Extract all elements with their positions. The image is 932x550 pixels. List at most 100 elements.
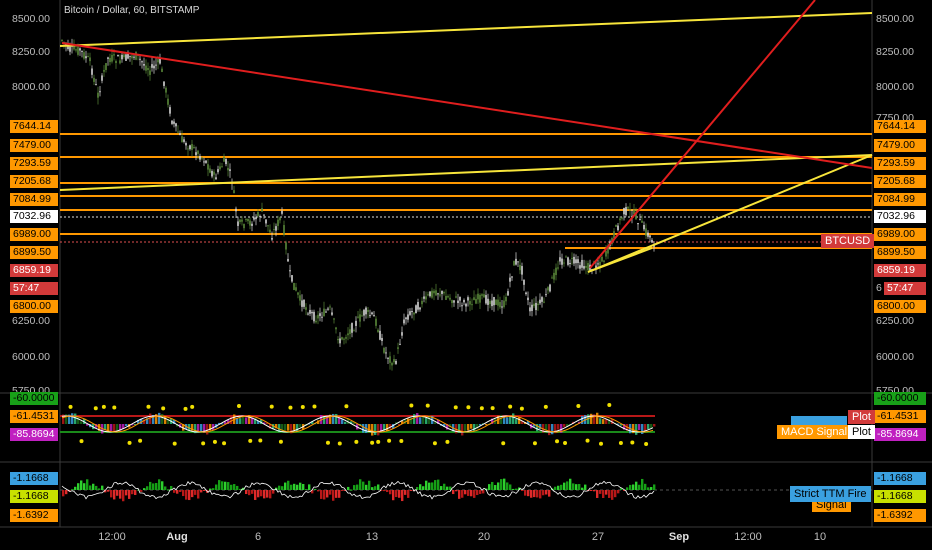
macd-histogram-bar: [422, 416, 425, 424]
macd-histogram-bar: [635, 424, 638, 435]
candle-body: [441, 290, 443, 294]
macd-histogram-bar: [377, 424, 380, 436]
ttm-histogram-bar: [188, 490, 191, 501]
macd-histogram-bar: [200, 424, 203, 432]
candle-body: [79, 48, 81, 51]
squeeze-dot: [222, 441, 227, 446]
candle-body: [245, 219, 247, 221]
candle-body: [393, 358, 395, 363]
candle-body: [561, 258, 563, 265]
macd-histogram-bar: [473, 424, 476, 431]
left-current-price-tag: 6859.19: [10, 264, 58, 277]
macd-histogram-bar: [380, 424, 383, 432]
ttm-histogram-bar: [278, 485, 281, 490]
candle-body: [69, 46, 71, 52]
macd-histogram-bar: [287, 424, 290, 431]
ttm-histogram-bar: [77, 483, 80, 490]
candle-body: [649, 235, 651, 238]
macd-histogram-bar: [158, 412, 161, 424]
candle-body: [311, 311, 313, 314]
ttm-histogram-bar: [260, 490, 263, 497]
ttm-histogram-bar: [488, 484, 491, 490]
ttm-histogram-bar: [605, 490, 608, 495]
candle-body: [451, 300, 453, 304]
candle-body: [337, 339, 339, 341]
candle-body: [105, 63, 107, 70]
macd-histogram-bar: [362, 424, 365, 433]
candle-body: [89, 57, 91, 62]
ttm-histogram-bar: [263, 490, 266, 499]
ttm-histogram-bar: [521, 490, 524, 491]
time-tick: 12:00: [98, 531, 126, 543]
ttm-histogram-bar: [626, 487, 629, 490]
left-price-tick: 8500.00: [12, 13, 50, 25]
candle-body: [155, 64, 157, 66]
ttm-histogram-bar: [470, 490, 473, 497]
macd-histogram-bar: [479, 424, 482, 426]
ttm-histogram-bar: [65, 490, 68, 495]
ttm-histogram-bar: [92, 483, 95, 490]
ttm-momentum-line: [61, 480, 655, 500]
candle-body: [439, 294, 441, 296]
candle-body: [249, 220, 251, 226]
candle-body: [421, 300, 423, 305]
ttm-histogram-bar: [251, 490, 254, 494]
macd-histogram-bar: [218, 422, 221, 424]
ttm-histogram-bar: [527, 490, 530, 497]
candle-body: [255, 217, 257, 220]
macd-histogram-bar: [566, 424, 569, 427]
plot2-legend-label[interactable]: Plot: [848, 425, 875, 439]
ttm-histogram-bar: [578, 484, 581, 490]
candle-body: [519, 264, 521, 271]
candle-body: [145, 65, 147, 71]
ttm-histogram-bar: [152, 483, 155, 490]
macd-histogram-bar: [167, 418, 170, 424]
candle-body: [275, 226, 277, 231]
macd-histogram-bar: [281, 424, 284, 433]
squeeze-dot: [101, 404, 106, 409]
candle-body: [613, 231, 615, 239]
candle-body: [481, 294, 483, 296]
candle-body: [151, 64, 153, 68]
candle-body: [565, 256, 567, 258]
candle-body: [415, 305, 417, 314]
ttm-histogram-bar: [212, 488, 215, 490]
candle-body: [159, 58, 161, 64]
ttm-histogram-bar: [209, 488, 212, 490]
time-tick-month: Sep: [668, 531, 690, 543]
squeeze-dot: [644, 441, 649, 446]
strict-ttm-fire-label[interactable]: Strict TTM Fire: [790, 486, 871, 502]
candle-body: [599, 261, 601, 266]
candle-body: [269, 229, 271, 233]
candle-body: [91, 68, 93, 75]
squeeze-dot: [300, 405, 305, 410]
ttm-histogram-bar: [74, 486, 77, 490]
candle-body: [563, 262, 565, 264]
macd-histogram-bar: [539, 424, 542, 430]
macd-histogram-bar: [554, 424, 557, 434]
candle-body: [279, 217, 281, 221]
macd-histogram-bar: [269, 424, 272, 429]
ttm-histogram-bar: [629, 484, 632, 490]
plot-legend-label[interactable]: Plot: [848, 410, 875, 424]
macd-histogram-bar: [80, 421, 83, 424]
macd-histogram-bar: [329, 414, 332, 424]
btcusd-symbol-tag[interactable]: BTCUSD: [821, 234, 875, 248]
ttm-histogram-bar: [341, 490, 344, 491]
ttm-histogram-bar: [479, 490, 482, 494]
macd-histogram-bar: [353, 422, 356, 424]
candle-body: [499, 302, 501, 308]
candle-body: [537, 303, 539, 306]
candle-body: [461, 305, 463, 307]
candle-body: [409, 311, 411, 315]
macd-signal-label[interactable]: MACD Signal: [777, 425, 852, 439]
ttm-histogram-bar: [314, 489, 317, 491]
macd-histogram-bar: [74, 413, 77, 424]
ttm-histogram-bar: [491, 481, 494, 490]
macd-signal-line: [61, 415, 654, 433]
right-level-tag: 7205.68: [874, 175, 926, 188]
macd-histogram-bar: [464, 424, 467, 432]
candle-body: [301, 300, 303, 307]
macd-histogram-bar: [86, 424, 89, 426]
